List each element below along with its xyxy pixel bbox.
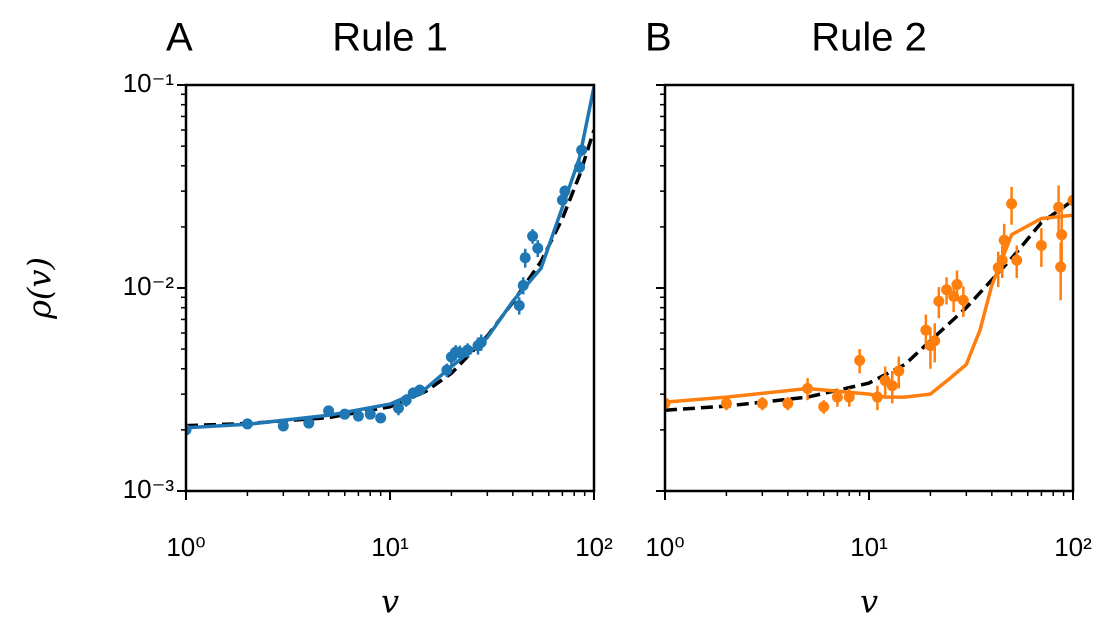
data-point (818, 401, 830, 413)
x-tick-label: 10² (1054, 532, 1092, 562)
data-point (519, 252, 531, 264)
y-tick-label: 10⁻¹ (123, 68, 175, 98)
data-point (929, 335, 941, 347)
data-point (1056, 229, 1068, 241)
data-point (782, 397, 794, 409)
data-point (1006, 198, 1018, 210)
data-point (513, 299, 525, 311)
panel-label: B (645, 16, 672, 60)
data-point (920, 324, 932, 336)
x-axis-label: v (860, 583, 878, 621)
data-point (277, 420, 289, 432)
x-tick-label: 10² (575, 532, 613, 562)
dashed-line (665, 198, 1073, 412)
x-tick-label: 10¹ (371, 532, 409, 562)
data-point (1011, 254, 1023, 266)
panel-label: A (166, 16, 193, 60)
data-point (1067, 194, 1073, 206)
plot-area (665, 180, 1073, 414)
data-point (854, 354, 866, 366)
data-point (532, 242, 544, 254)
x-axis-label: v (381, 583, 399, 621)
y-axis-label: ρ(v) (21, 257, 59, 320)
data-point (957, 294, 969, 306)
data-point (720, 397, 732, 409)
data-point (392, 402, 404, 414)
data-point (756, 397, 768, 409)
x-tick-label: 10⁰ (645, 532, 684, 562)
fit-line (186, 86, 594, 430)
data-point (951, 279, 963, 291)
plot-frame (184, 83, 596, 493)
fit-line (665, 213, 1073, 404)
y-tick-label: 10⁻³ (123, 474, 175, 504)
plot-frame (663, 83, 1075, 493)
data-point (843, 391, 855, 403)
panel-title: Rule 1 (332, 16, 448, 60)
data-point (1053, 201, 1065, 213)
data-point (303, 417, 315, 429)
y-tick-label: 10⁻² (123, 271, 175, 301)
data-point (364, 408, 376, 420)
data-point (375, 412, 387, 424)
data-point (831, 391, 843, 403)
data-point (352, 410, 364, 422)
data-point (1035, 239, 1047, 251)
data-point (1055, 261, 1067, 273)
plot-area (186, 86, 594, 436)
data-point (933, 295, 945, 307)
x-tick-label: 10⁰ (166, 532, 205, 562)
x-tick-label: 10¹ (850, 532, 888, 562)
panel-title: Rule 2 (811, 16, 927, 60)
data-point (527, 230, 539, 242)
dashed-line (186, 129, 594, 428)
data-point (886, 380, 898, 392)
data-point (941, 284, 953, 296)
data-point (893, 365, 905, 377)
